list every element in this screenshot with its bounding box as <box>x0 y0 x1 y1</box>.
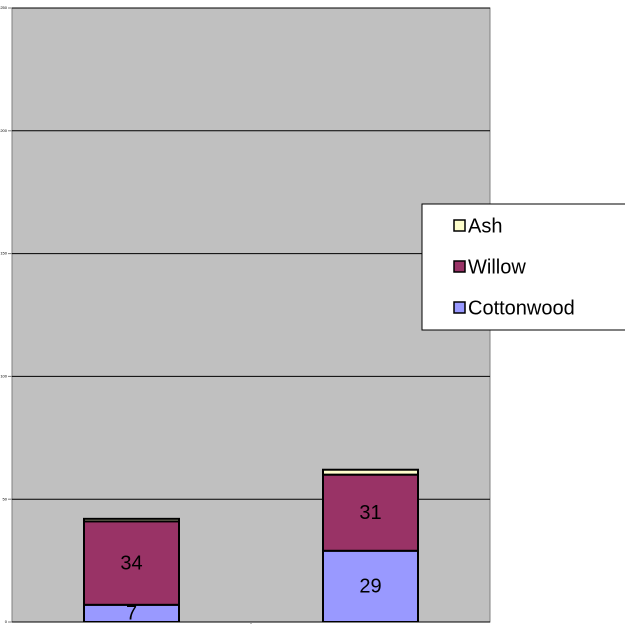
bar-segment <box>322 549 419 622</box>
y-tick-label: 250 <box>0 5 7 10</box>
legend-swatch <box>453 260 466 273</box>
data-label: 34 <box>120 552 142 574</box>
legend-label: Willow <box>468 256 526 278</box>
bar-segment <box>83 517 180 523</box>
legend-swatch <box>453 219 466 232</box>
legend-swatch <box>453 301 466 314</box>
y-tick-label: 0 <box>5 619 8 624</box>
data-label: 7 <box>126 603 137 624</box>
data-label: 29 <box>359 576 381 598</box>
bar-segment <box>322 473 419 552</box>
y-tick-label: 200 <box>0 128 7 133</box>
bar-segment <box>83 520 180 606</box>
bar-segment <box>322 468 419 476</box>
y-tick-label: 50 <box>3 496 8 501</box>
bars: 7 34 29 31 <box>83 468 419 624</box>
y-tick-label: 150 <box>0 251 7 256</box>
legend-label: Ash <box>468 215 502 237</box>
legend-label: Cottonwood <box>468 297 575 319</box>
data-label: 31 <box>359 502 381 524</box>
y-tick-label: 100 <box>0 373 7 378</box>
